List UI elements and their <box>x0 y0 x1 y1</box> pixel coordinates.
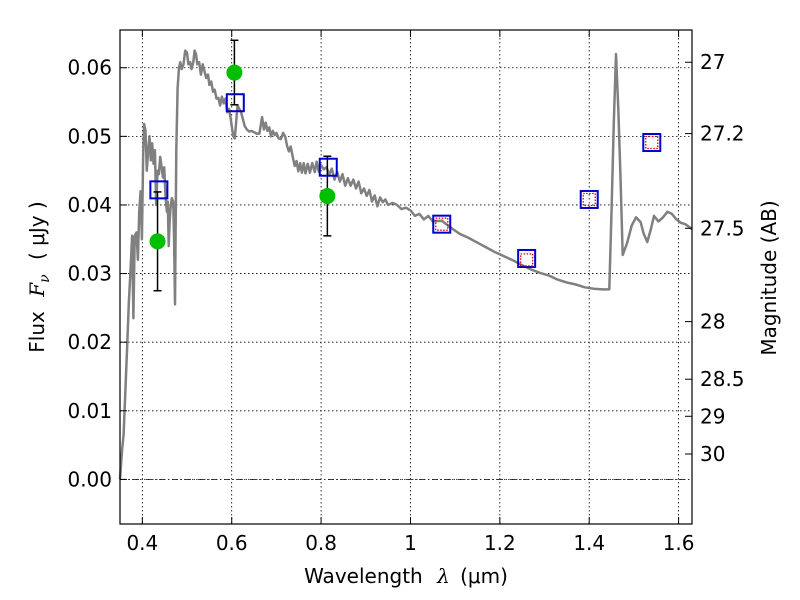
x-tick-label: 0.8 <box>305 531 337 555</box>
y-axis-label: Flux Fν ( μJy ) <box>25 201 54 352</box>
model-square <box>517 248 537 268</box>
model-square <box>149 180 169 200</box>
y-tick-label: 0.06 <box>67 56 112 80</box>
y-tick-label: 0.04 <box>67 193 112 217</box>
model-square <box>432 214 452 234</box>
x-tick-label: 1.2 <box>484 531 516 555</box>
spectrum-line <box>118 49 693 480</box>
x-axis-label: Wavelength λ (μm) <box>304 564 508 588</box>
x-tick-label: 0.6 <box>216 531 248 555</box>
x-tick-label: 0.4 <box>126 531 158 555</box>
axis-ticks: 0.4 0.6 0.8 1 1.2 1.4 1.6 0.00 0.01 0.02 0.03 0.04 0… <box>67 30 745 555</box>
limit-square <box>520 253 534 267</box>
limit-square <box>435 217 449 231</box>
points-layer <box>149 39 662 292</box>
observed-point <box>319 188 336 205</box>
observed-point <box>226 64 243 81</box>
model-square <box>225 93 245 113</box>
y2-tick-label: 30 <box>700 442 725 466</box>
y-tick-label: 0.05 <box>67 124 112 148</box>
y-tick-label: 0.01 <box>67 399 112 423</box>
observed-point <box>149 233 166 250</box>
model-square <box>318 157 338 177</box>
y2-axis-label: Magnitude (AB) <box>757 200 781 355</box>
limit-square <box>645 135 659 150</box>
y2-tick-label: 28.5 <box>700 367 745 391</box>
x-tick-label: 1.6 <box>663 531 695 555</box>
y2-tick-label: 27.5 <box>700 216 745 240</box>
y-tick-label: 0.02 <box>67 330 112 354</box>
y2-tick-label: 27.2 <box>700 122 745 146</box>
y-tick-label: 0.00 <box>67 467 112 491</box>
y-tick-label: 0.03 <box>67 262 112 286</box>
spectrum-layer <box>118 49 693 480</box>
y2-tick-label: 29 <box>700 404 725 428</box>
model-square <box>642 133 662 153</box>
grid <box>120 30 692 524</box>
model-square <box>579 189 599 209</box>
y2-tick-label: 28 <box>700 310 725 334</box>
y2-tick-label: 27 <box>700 50 725 74</box>
x-tick-label: 1 <box>404 531 417 555</box>
plot-frame <box>119 29 693 525</box>
x-tick-label: 1.4 <box>573 531 605 555</box>
limit-square <box>582 192 596 207</box>
